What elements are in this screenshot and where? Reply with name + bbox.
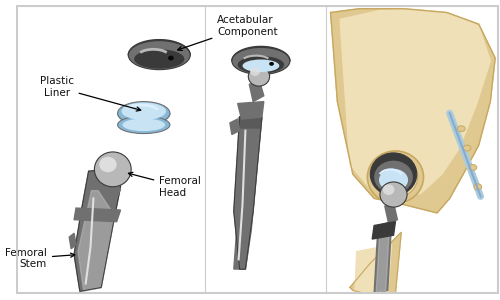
Ellipse shape	[374, 160, 413, 194]
Polygon shape	[74, 208, 120, 222]
Polygon shape	[238, 102, 264, 119]
Polygon shape	[330, 9, 495, 213]
Polygon shape	[250, 82, 264, 102]
Ellipse shape	[368, 151, 424, 203]
Polygon shape	[374, 222, 392, 293]
Ellipse shape	[248, 67, 270, 86]
Ellipse shape	[250, 67, 260, 76]
Ellipse shape	[122, 118, 165, 131]
Polygon shape	[236, 167, 257, 230]
Polygon shape	[118, 113, 170, 125]
Polygon shape	[340, 14, 478, 187]
Ellipse shape	[269, 62, 274, 66]
Ellipse shape	[380, 182, 407, 207]
Polygon shape	[234, 117, 262, 269]
Ellipse shape	[458, 126, 465, 132]
Text: Femoral
Head: Femoral Head	[128, 172, 201, 198]
Ellipse shape	[118, 102, 170, 125]
Polygon shape	[78, 191, 114, 291]
Ellipse shape	[134, 49, 184, 69]
Ellipse shape	[379, 169, 408, 191]
Polygon shape	[107, 185, 120, 198]
Polygon shape	[232, 46, 290, 61]
Ellipse shape	[168, 56, 174, 61]
Text: Femoral
Stem: Femoral Stem	[5, 248, 74, 269]
Polygon shape	[240, 117, 262, 167]
Text: Plastic
Liner: Plastic Liner	[40, 76, 140, 111]
Ellipse shape	[370, 153, 416, 196]
Polygon shape	[376, 226, 390, 293]
Polygon shape	[230, 119, 239, 134]
Polygon shape	[69, 233, 76, 249]
Polygon shape	[340, 10, 490, 196]
Ellipse shape	[463, 145, 471, 151]
Ellipse shape	[242, 59, 280, 72]
Ellipse shape	[118, 116, 170, 134]
Ellipse shape	[469, 164, 477, 170]
Polygon shape	[372, 222, 396, 239]
Polygon shape	[238, 117, 262, 129]
Polygon shape	[74, 167, 120, 291]
Ellipse shape	[232, 47, 290, 74]
Ellipse shape	[238, 56, 284, 74]
Ellipse shape	[474, 184, 482, 190]
Polygon shape	[350, 232, 402, 293]
Ellipse shape	[99, 157, 116, 172]
Polygon shape	[385, 202, 398, 224]
Ellipse shape	[373, 157, 418, 197]
Ellipse shape	[94, 152, 131, 187]
Polygon shape	[234, 230, 251, 269]
Polygon shape	[355, 245, 392, 293]
Ellipse shape	[383, 184, 394, 195]
Ellipse shape	[128, 40, 190, 70]
Polygon shape	[128, 40, 190, 55]
Ellipse shape	[122, 103, 166, 120]
Text: Acetabular
Component: Acetabular Component	[178, 15, 278, 50]
